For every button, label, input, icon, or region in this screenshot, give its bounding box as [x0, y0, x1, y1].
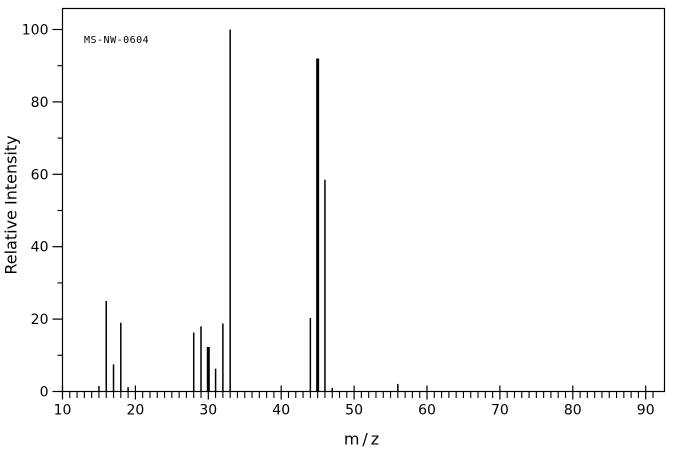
y-tick-label: 0 — [40, 385, 49, 401]
x-tick-label: 90 — [637, 403, 655, 419]
x-axis-label: m/z — [343, 429, 383, 449]
x-tick-label: 50 — [345, 403, 363, 419]
x-tick-label: 70 — [491, 403, 509, 419]
x-tick-label: 20 — [126, 403, 144, 419]
x-tick-label: 80 — [564, 403, 582, 419]
plot-frame — [61, 7, 666, 393]
spectrum-id-label: MS-NW-0604 — [84, 35, 150, 46]
y-tick-label: 60 — [31, 167, 49, 183]
y-tick-label: 100 — [22, 23, 49, 39]
x-tick-label: 30 — [199, 403, 217, 419]
y-tick-label: 40 — [31, 240, 49, 256]
y-tick-label: 20 — [31, 312, 49, 328]
y-tick-label: 80 — [31, 95, 49, 111]
x-tick-label: 10 — [54, 403, 72, 419]
y-axis-label: Relative Intensity — [1, 135, 21, 275]
x-tick-label: 60 — [418, 403, 436, 419]
x-tick-label: 40 — [272, 403, 290, 419]
